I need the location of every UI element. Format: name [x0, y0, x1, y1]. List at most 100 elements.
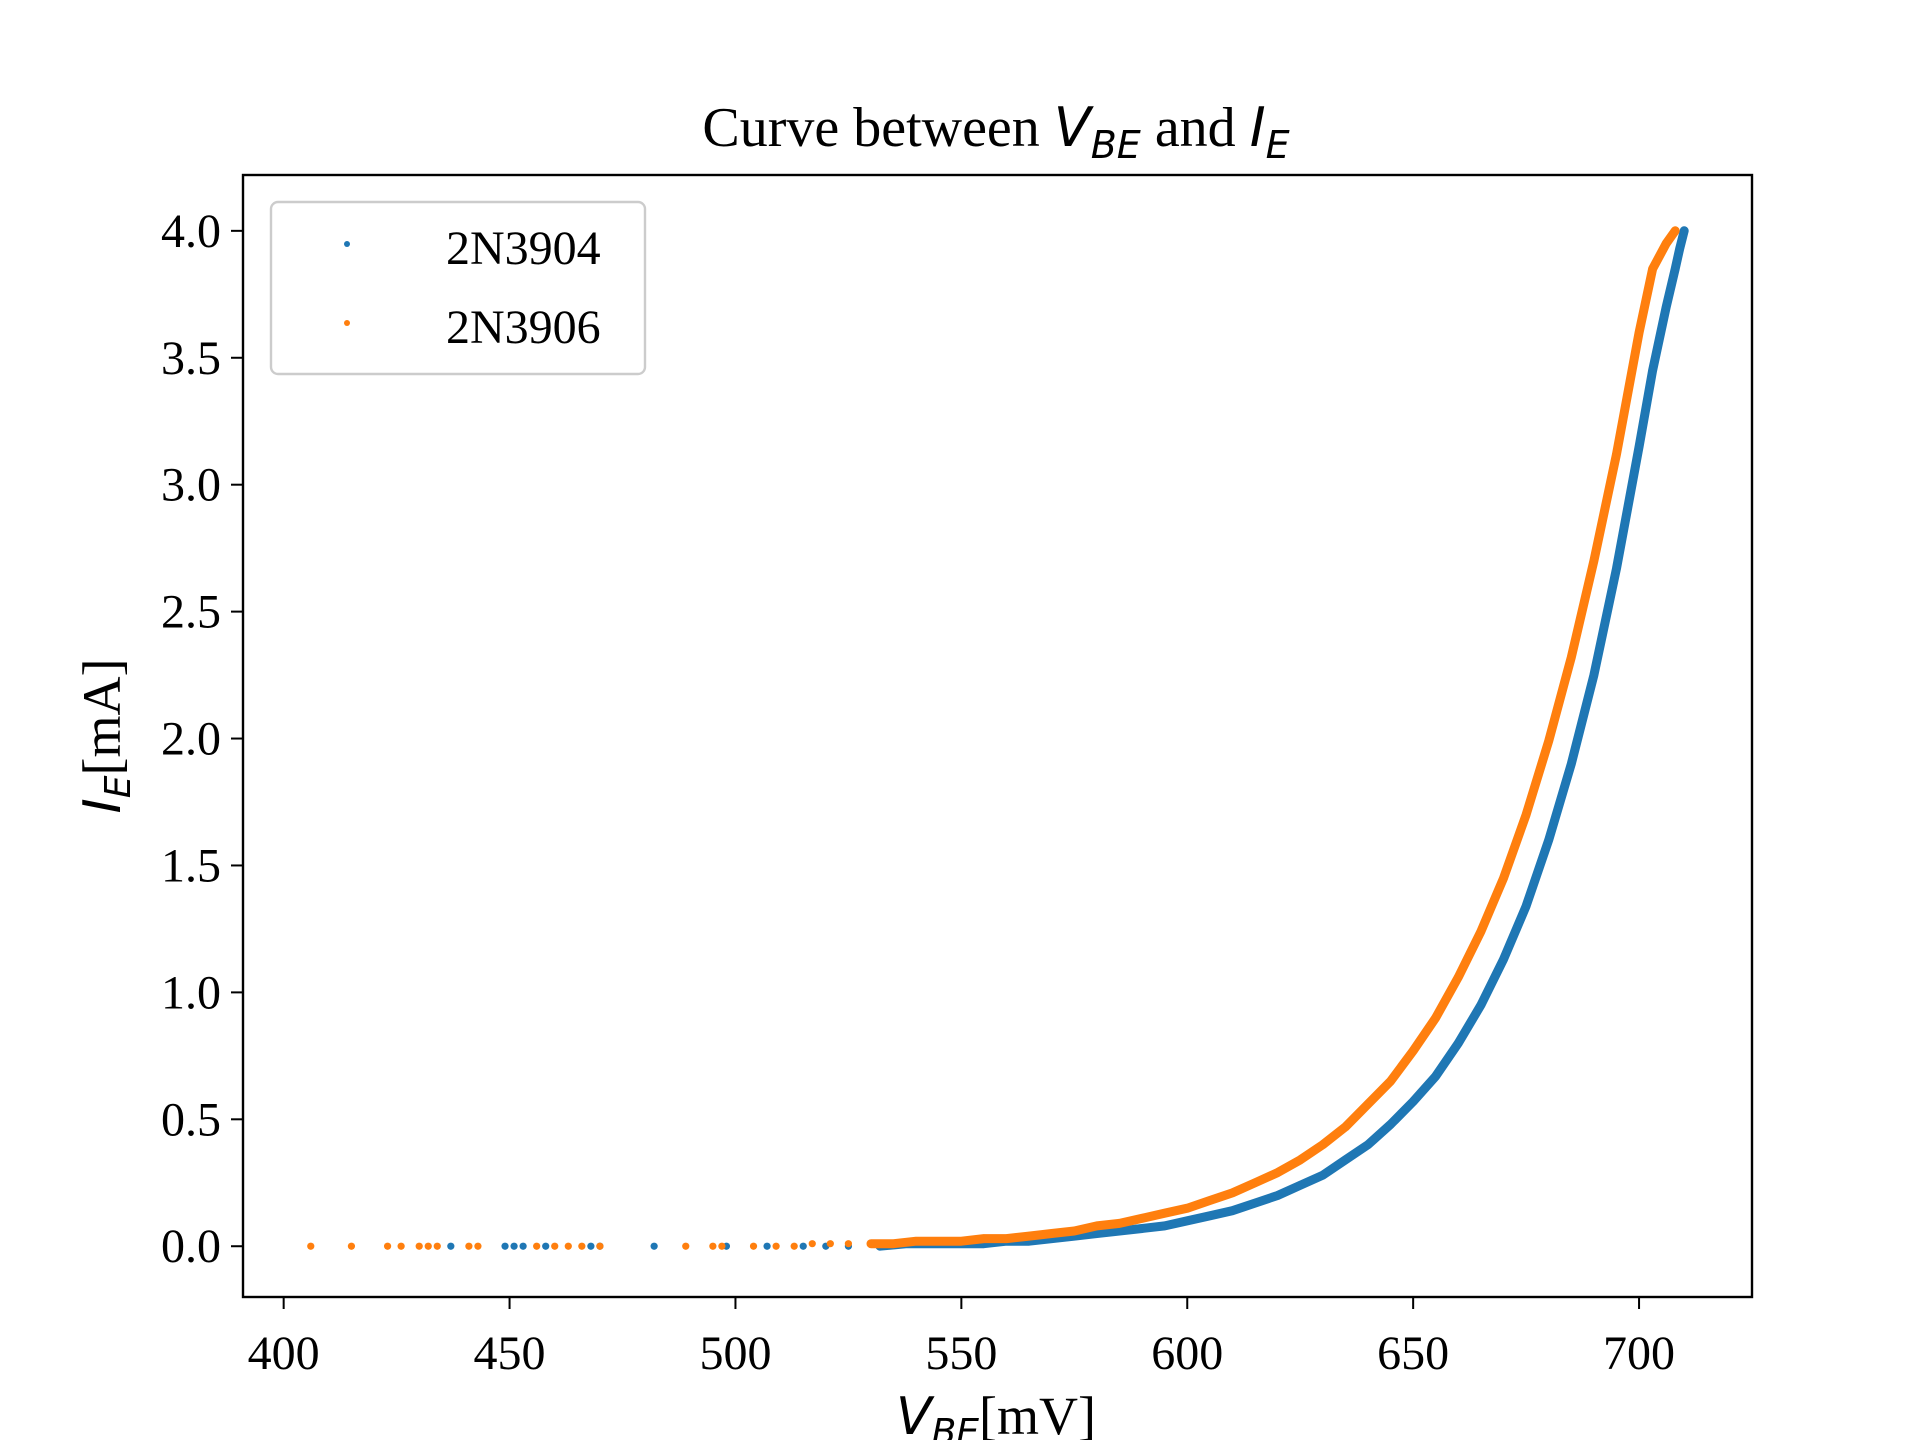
data-point [709, 1242, 717, 1250]
data-point [1137, 1214, 1147, 1223]
y-tick-label: 4.0 [161, 205, 221, 258]
x-tick-label: 650 [1377, 1327, 1449, 1380]
data-point [564, 1242, 572, 1250]
data-point [1115, 1219, 1124, 1228]
data-point [826, 1240, 834, 1248]
data-point [1670, 264, 1680, 274]
data-point [307, 1242, 315, 1250]
data-point [1341, 1122, 1350, 1132]
data-point [682, 1242, 690, 1250]
data-point [1454, 1038, 1463, 1048]
data-point [1228, 1188, 1237, 1198]
y-axis-label: IE[mA] [72, 658, 139, 813]
data-point [889, 1239, 898, 1248]
data-point [1454, 972, 1463, 982]
y-label-subscript: E [98, 775, 139, 798]
data-point [1661, 239, 1671, 248]
data-point [1115, 1226, 1124, 1236]
data-point [383, 1242, 392, 1250]
y-tick-label: 0.5 [161, 1093, 221, 1146]
x-tick-label: 450 [474, 1327, 546, 1380]
y-axis: 0.0 0.5 1.0 1.5 2.0 2.5 3.0 3.5 4.0 [161, 205, 243, 1273]
data-point [578, 1242, 586, 1250]
data-point [447, 1242, 455, 1250]
data-point [1648, 366, 1657, 375]
data-point [1092, 1221, 1102, 1231]
data-point [1499, 873, 1508, 883]
y-tick-label: 2.5 [161, 586, 221, 639]
data-point [979, 1234, 989, 1243]
data-point [1567, 759, 1576, 769]
y-tick-label: 2.0 [161, 713, 221, 766]
data-point [934, 1236, 943, 1246]
data-point [542, 1242, 550, 1250]
data-point [1047, 1229, 1056, 1238]
y-tick-label: 1.5 [161, 839, 221, 892]
data-point [1634, 442, 1644, 451]
data-point [433, 1242, 441, 1250]
data-point [1205, 1196, 1215, 1205]
data-point [1024, 1231, 1034, 1241]
x-axis: 400 450 500 550 600 650 700 [248, 1297, 1675, 1380]
y-label-symbol: I [73, 798, 133, 813]
data-point [1205, 1211, 1215, 1220]
data-point [957, 1236, 966, 1246]
data-point [596, 1242, 604, 1250]
data-point [650, 1242, 658, 1250]
legend-label-2n3904: 2N3904 [446, 222, 601, 275]
title-v-symbol: V [1054, 96, 1095, 159]
data-point [866, 1239, 876, 1248]
data-point [1675, 244, 1684, 253]
x-tick-label: 700 [1603, 1327, 1675, 1380]
data-point [1273, 1168, 1282, 1177]
data-point [718, 1242, 726, 1250]
data-point [424, 1242, 432, 1250]
data-point [1318, 1170, 1327, 1180]
legend: 2N3904 2N3906 [269, 200, 647, 376]
data-point [772, 1242, 780, 1250]
data-point [1363, 1140, 1373, 1149]
data-point [1521, 810, 1531, 819]
data-point [465, 1242, 473, 1250]
y-tick-label: 3.5 [161, 332, 221, 385]
data-point [1589, 670, 1599, 680]
data-point [808, 1240, 816, 1248]
data-point [1408, 1046, 1418, 1055]
data-point [533, 1242, 541, 1250]
data-point [1386, 1077, 1395, 1086]
series-0 [447, 226, 1689, 1251]
data-point [844, 1240, 853, 1248]
data-point [1296, 1155, 1305, 1165]
data-point [1228, 1206, 1237, 1215]
y-tick-label: 1.0 [161, 966, 221, 1019]
data-point [510, 1242, 518, 1250]
data-point [551, 1242, 559, 1250]
data-point [1521, 901, 1531, 911]
title-i-symbol: I [1250, 96, 1266, 159]
y-tick-label: 0.0 [161, 1220, 221, 1273]
data-point [1160, 1221, 1169, 1231]
title-prefix: Curve between [702, 97, 1053, 159]
x-tick-label: 500 [699, 1327, 771, 1380]
data-point [1499, 955, 1508, 964]
data-point [1386, 1120, 1395, 1129]
data-point [501, 1242, 509, 1250]
data-point [1408, 1097, 1418, 1106]
x-tick-label: 600 [1151, 1327, 1223, 1380]
data-point [1544, 835, 1553, 845]
data-point [1670, 226, 1680, 236]
x-label-symbol: V [896, 1387, 935, 1440]
data-point [1341, 1155, 1350, 1165]
data-point [1634, 328, 1644, 337]
y-tick-label: 3.0 [161, 459, 221, 512]
title-middle: and [1141, 97, 1250, 159]
data-point [790, 1242, 798, 1250]
legend-marker-2n3906 [344, 320, 350, 326]
data-point [1544, 736, 1553, 746]
data-point [749, 1242, 758, 1250]
data-point [1137, 1224, 1147, 1233]
data-point [1363, 1099, 1373, 1109]
x-tick-label: 400 [248, 1327, 320, 1380]
x-axis-label: VBE[mV] [896, 1386, 1096, 1440]
